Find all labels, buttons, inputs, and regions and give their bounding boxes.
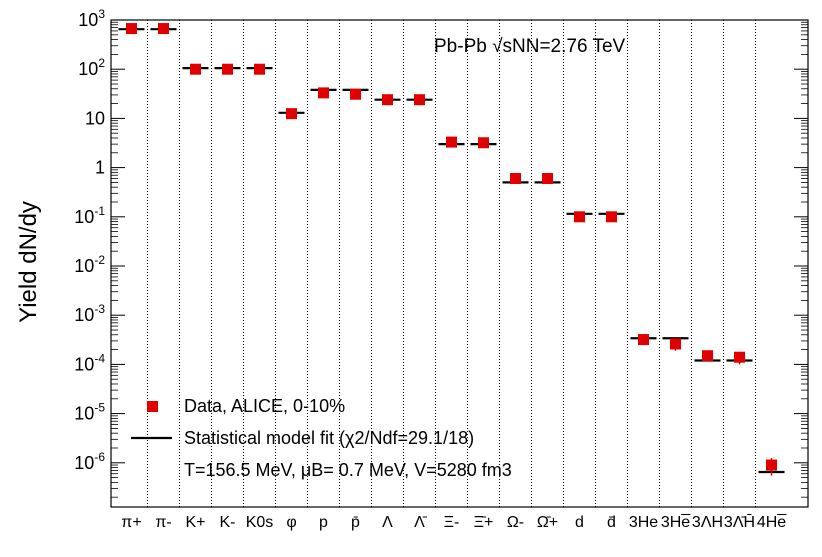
- data-point: [638, 334, 649, 346]
- x-tick-label: 3He: [629, 514, 658, 531]
- legend-data-label: Data, ALICE, 0-10%: [184, 396, 345, 416]
- category-gridlines: [147, 20, 756, 507]
- data-point: [222, 63, 233, 75]
- data-point: [574, 211, 585, 223]
- x-tick-label: π+: [121, 514, 141, 531]
- x-tick-label: d̄: [607, 514, 616, 531]
- x-tick-label: Ξ-: [444, 514, 460, 531]
- y-tick-label: 102: [78, 56, 105, 79]
- x-tick-label: K0s: [246, 514, 274, 531]
- x-axis: π+ π- K+ K- K0s φ p p̄ Λ Λ̄ Ξ- Ξ̄+ Ω- Ω̄+ d d̄ 3He 3He̅ 3Λ…: [121, 513, 787, 531]
- x-tick-label: Ω-: [507, 514, 524, 531]
- data-point: [382, 94, 393, 106]
- data-point: [702, 350, 713, 362]
- legend: Data, ALICE, 0-10% Statistical model fit…: [131, 396, 512, 480]
- data-point: [478, 137, 489, 149]
- legend-params-label: T=156.5 MeV, μB= 0.7 MeV, V=5280 fm3: [184, 460, 512, 480]
- x-tick-label: π-: [155, 514, 171, 531]
- x-tick-label: p: [319, 514, 328, 531]
- y-tick-label: 10-4: [74, 351, 105, 374]
- data-point: [158, 23, 169, 35]
- x-tick-label: K-: [220, 514, 236, 531]
- data-series: [126, 23, 777, 476]
- x-tick-label: Ξ̄+: [474, 514, 494, 531]
- legend-data-marker: [147, 401, 158, 412]
- x-tick-label: φ: [286, 514, 296, 531]
- data-point: [734, 351, 745, 363]
- x-tick-label: 3Λ̄H̄: [724, 514, 755, 531]
- data-point: [766, 459, 777, 471]
- data-point: [254, 63, 265, 75]
- y-tick-label: 10-2: [74, 253, 105, 276]
- y-tick-label: 10-3: [74, 302, 105, 325]
- y-tick-label: 10-5: [74, 401, 105, 424]
- x-tick-label: Λ̄: [414, 514, 428, 531]
- x-tick-label: Λ: [382, 514, 393, 531]
- data-point: [414, 94, 425, 106]
- plot-frame: [110, 19, 809, 508]
- y-axis-label: Yield dN/dy: [15, 201, 42, 323]
- data-point: [286, 108, 297, 120]
- data-point: [670, 338, 681, 350]
- data-point: [606, 211, 617, 223]
- data-point: [446, 136, 457, 148]
- x-tick-label: K+: [185, 514, 205, 531]
- data-point: [542, 173, 553, 185]
- x-tick-label: p̄: [351, 514, 360, 531]
- y-tick-label: 10-1: [74, 204, 105, 227]
- x-tick-label: d: [575, 514, 584, 531]
- y-tick-label: 1: [95, 158, 105, 178]
- data-point: [126, 23, 137, 35]
- y-tick-label: 103: [78, 7, 105, 30]
- data-point: [190, 63, 201, 75]
- y-tick-label: 10-6: [74, 450, 105, 473]
- y-tick-label: 10: [85, 108, 105, 128]
- x-tick-label: Ω̄+: [537, 514, 558, 531]
- legend-fit-label: Statistical model fit (χ2/Ndf=29.1/18): [184, 428, 474, 448]
- x-tick-label: 3He̅: [661, 513, 691, 531]
- data-point: [318, 87, 329, 99]
- data-point: [510, 173, 521, 185]
- x-tick-label: 4He̅: [757, 513, 787, 531]
- x-tick-label: 3ΛH: [692, 514, 723, 531]
- system-annotation: Pb-Pb √sNN=2.76 TeV: [434, 36, 626, 57]
- data-point: [350, 88, 361, 100]
